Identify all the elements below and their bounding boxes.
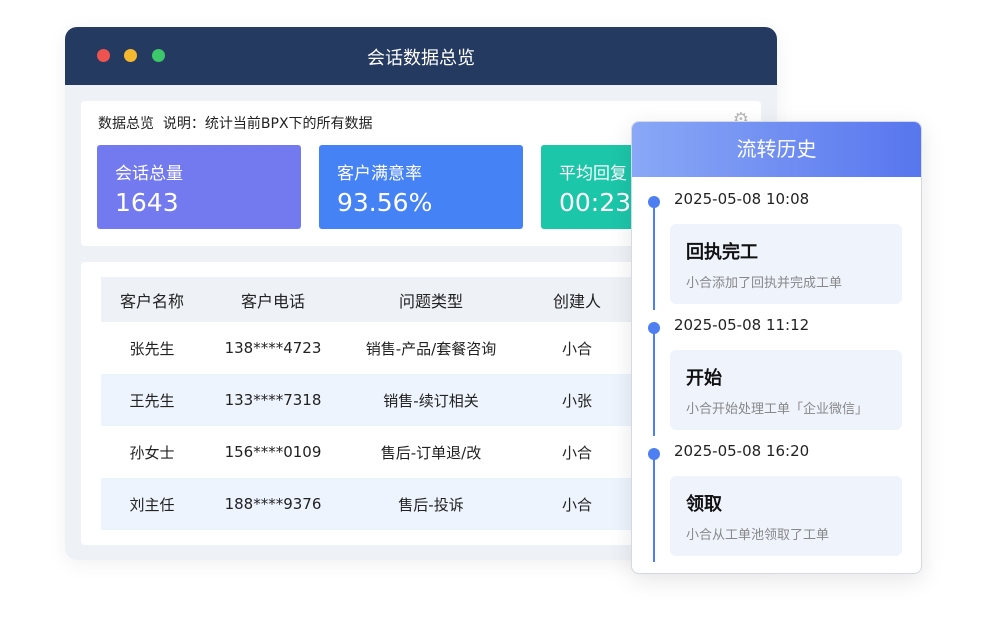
close-button[interactable] [97,49,110,62]
table-row[interactable]: 张先生 138****4723 销售-产品/套餐咨询 小合 [101,322,741,374]
history-title: 流转历史 [632,122,921,177]
table-cell: 销售-产品/套餐咨询 [365,339,497,358]
event-card[interactable]: 领取 小合从工单池领取了工单 [670,476,902,556]
table-cell: 小合 [561,339,593,358]
table-cell: 王先生 [129,391,175,410]
table-cell: 售后-投诉 [398,495,464,514]
maximize-button[interactable] [152,49,165,62]
column-header: 客户电话 [240,291,306,311]
timeline-line [653,206,655,310]
stat-card-total-sessions: 会话总量 1643 [97,145,301,229]
table-cell: 小合 [561,443,593,462]
event-title: 回执完工 [686,242,758,263]
stat-label: 客户满意率 [337,164,422,184]
event-time: 2025-05-08 16:20 [674,442,810,460]
stat-value: 93.56% [337,188,433,217]
table-row[interactable]: 孙女士 156****0109 售后-订单退/改 小合 [101,426,741,478]
table-cell: 孙女士 [129,443,175,462]
stat-label: 会话总量 [115,164,183,184]
window-title: 会话数据总览 [367,48,475,69]
event-description: 小合添加了回执并完成工单 [686,276,843,291]
table-cell: 售后-订单退/改 [380,443,482,462]
title-bar: 会话数据总览 [65,27,777,85]
table-cell: 销售-续订相关 [383,391,479,410]
table-cell: 张先生 [129,339,175,358]
table-cell: 刘主任 [129,495,175,514]
event-description: 小合开始处理工单「企业微信」 [686,402,869,417]
event-title: 开始 [686,368,722,389]
column-header: 问题类型 [398,291,464,311]
minimize-button[interactable] [124,49,137,62]
timeline-line [653,332,655,436]
table-cell: 156****0109 [224,443,322,461]
event-card[interactable]: 回执完工 小合添加了回执并完成工单 [670,224,902,304]
history-popover: 流转历史 2025-05-08 10:08 回执完工 小合添加了回执并完成工单 … [631,121,922,574]
overview-description: 数据总览 说明：统计当前BPX下的所有数据 [98,116,373,132]
timeline-dot [648,196,660,208]
event-time: 2025-05-08 11:12 [674,316,810,334]
stat-card-satisfaction: 客户满意率 93.56% [319,145,523,229]
stat-value: 00:23 [559,188,632,217]
event-title: 领取 [686,494,722,515]
table-cell: 188****9376 [224,495,322,513]
table-cell: 小合 [561,495,593,514]
table-cell: 138****4723 [224,339,322,357]
timeline-line [653,458,655,562]
table-cell: 133****7318 [224,391,322,409]
timeline-dot [648,448,660,460]
column-header: 客户名称 [119,291,185,311]
stat-value: 1643 [115,188,179,217]
stat-label: 平均回复 [559,164,627,184]
event-card[interactable]: 开始 小合开始处理工单「企业微信」 [670,350,902,430]
table-cell: 小张 [561,391,593,410]
timeline-dot [648,322,660,334]
event-time: 2025-05-08 10:08 [674,190,810,208]
column-header: 创建人 [552,291,602,311]
event-description: 小合从工单池领取了工单 [686,528,830,543]
